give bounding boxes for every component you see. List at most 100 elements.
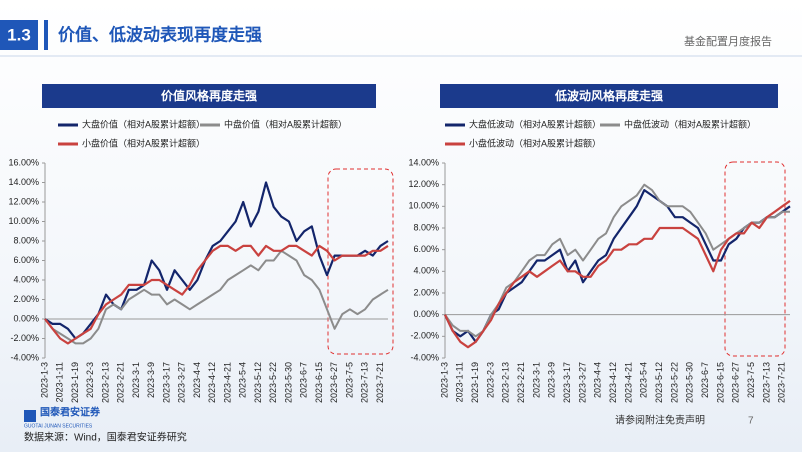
- y-tick-label: 2.00%: [13, 294, 39, 304]
- legend-label: 中盘价值（相对A股累计超额）: [224, 118, 347, 129]
- line-series: [44, 181, 389, 340]
- y-tick-label: 8.00%: [13, 235, 39, 245]
- x-tick-label: 2023-3-1: [131, 362, 141, 398]
- x-tick-label: 2023-7-13: [360, 362, 370, 403]
- x-tick-label: 2023-7-21: [777, 362, 787, 403]
- disclaimer: 请参阅附注免责声明: [615, 414, 705, 427]
- legend-label: 大盘低波动（相对A股累计超额）: [469, 118, 601, 129]
- x-tick-label: 2023-6-27: [731, 362, 741, 403]
- x-tick-label: 2023-2-13: [501, 362, 511, 403]
- x-tick-label: 2023-2-3: [485, 362, 495, 398]
- x-tick-label: 2023-4-12: [207, 362, 217, 403]
- y-tick-label: 14.00%: [8, 177, 39, 187]
- x-tick-label: 2023-3-27: [177, 362, 187, 403]
- x-tick-label: 2023-3-9: [146, 362, 156, 398]
- chart-title: 价值风格再度走强: [161, 88, 257, 103]
- y-tick-label: 6.00%: [13, 255, 39, 265]
- x-tick-label: 2023-3-1: [531, 362, 541, 398]
- x-tick-label: 2023-7-13: [761, 362, 771, 403]
- y-tick-label: 4.00%: [413, 266, 439, 276]
- x-tick-label: 2023-5-4: [639, 362, 649, 398]
- y-tick-label: 16.00%: [8, 157, 39, 167]
- x-tick-label: 2023-4-21: [623, 362, 633, 403]
- x-tick-label: 2023-5-22: [268, 362, 278, 403]
- chart-title: 低波动风格再度走强: [554, 88, 663, 103]
- slide-title: 价值、低波动表现再度走强: [58, 24, 262, 44]
- x-tick-label: 2023-3-17: [161, 362, 171, 403]
- y-tick-label: 6.00%: [413, 244, 439, 254]
- y-tick-label: -2.00%: [410, 331, 439, 341]
- x-tick-label: 2023-6-7: [299, 362, 309, 398]
- line-series: [444, 199, 791, 349]
- y-tick-label: -4.00%: [410, 352, 439, 362]
- y-tick-label: 0.00%: [13, 313, 39, 323]
- highlight-box: [724, 161, 786, 357]
- y-tick-label: 10.00%: [408, 201, 439, 211]
- x-tick-label: 2023-5-12: [253, 362, 263, 403]
- x-tick-label: 2023-1-11: [455, 362, 465, 402]
- x-tick-label: 2023-5-30: [685, 362, 695, 403]
- x-tick-label: 2023-7-21: [375, 362, 385, 403]
- x-tick-label: 2023-1-19: [70, 362, 80, 403]
- y-tick-label: 4.00%: [13, 274, 39, 284]
- x-tick-label: 2023-6-15: [314, 362, 324, 403]
- highlight-box: [327, 168, 394, 355]
- x-tick-label: 2023-3-17: [562, 362, 572, 403]
- y-tick-label: 14.00%: [408, 157, 439, 167]
- legend-label: 大盘价值（相对A股累计超额）: [82, 118, 205, 129]
- report-name: 基金配置月度报告: [684, 34, 772, 48]
- x-tick-label: 2023-5-30: [283, 362, 293, 403]
- x-tick-label: 2023-1-19: [470, 362, 480, 403]
- x-tick-label: 2023-6-27: [329, 362, 339, 403]
- x-tick-label: 2023-6-15: [715, 362, 725, 403]
- x-tick-label: 2023-1-3: [439, 362, 449, 398]
- legend-label: 小盘低波动（相对A股累计超额）: [469, 137, 601, 148]
- x-tick-label: 2023-2-3: [85, 362, 95, 398]
- y-tick-label: 8.00%: [413, 222, 439, 232]
- section-number: 1.3: [7, 25, 31, 44]
- y-tick-label: -2.00%: [10, 333, 39, 343]
- x-tick-label: 2023-7-5: [344, 362, 354, 398]
- y-tick-label: 12.00%: [8, 196, 39, 206]
- y-tick-label: 10.00%: [8, 216, 39, 226]
- x-tick-label: 2023-5-4: [238, 362, 248, 398]
- x-tick-label: 2023-2-13: [100, 362, 110, 403]
- legend-label: 中盘低波动（相对A股累计超额）: [624, 118, 756, 129]
- x-tick-label: 2023-2-21: [116, 362, 126, 403]
- header-accent: [44, 20, 48, 50]
- x-tick-label: 2023-4-12: [608, 362, 618, 403]
- x-tick-label: 2023-3-9: [547, 362, 557, 398]
- line-series: [44, 249, 389, 345]
- x-tick-label: 2023-4-21: [222, 362, 232, 403]
- x-tick-label: 2023-1-11: [55, 362, 65, 402]
- line-series: [444, 183, 790, 338]
- page-number: 7: [748, 416, 754, 427]
- x-tick-label: 2023-7-5: [746, 362, 756, 398]
- x-tick-label: 2023-6-7: [700, 362, 710, 398]
- x-tick-label: 2023-4-4: [593, 362, 603, 398]
- logo-text: 国泰君安证券: [40, 406, 101, 419]
- x-tick-label: 2023-5-12: [654, 362, 664, 403]
- x-tick-label: 2023-3-27: [577, 362, 587, 403]
- legend-label: 小盘价值（相对A股累计超额）: [82, 137, 205, 148]
- y-tick-label: -4.00%: [10, 352, 39, 362]
- chart-title-box: [440, 84, 778, 108]
- section-badge: [0, 20, 38, 50]
- chart-title-box: [42, 84, 376, 108]
- logo-mark: [24, 410, 36, 422]
- x-tick-label: 2023-4-4: [192, 362, 202, 398]
- y-tick-label: 2.00%: [413, 287, 439, 297]
- x-tick-label: 2023-1-3: [39, 362, 49, 398]
- logo-subtext: GUOTAI JUNAN SECURITIES: [24, 423, 93, 429]
- y-tick-label: 0.00%: [413, 309, 439, 319]
- y-tick-label: 12.00%: [408, 179, 439, 189]
- x-tick-label: 2023-5-22: [669, 362, 679, 403]
- x-tick-label: 2023-2-21: [516, 362, 526, 403]
- source-note: 数据来源：Wind，国泰君安证券研究: [24, 431, 187, 444]
- line-series: [444, 189, 791, 343]
- line-series: [44, 244, 389, 345]
